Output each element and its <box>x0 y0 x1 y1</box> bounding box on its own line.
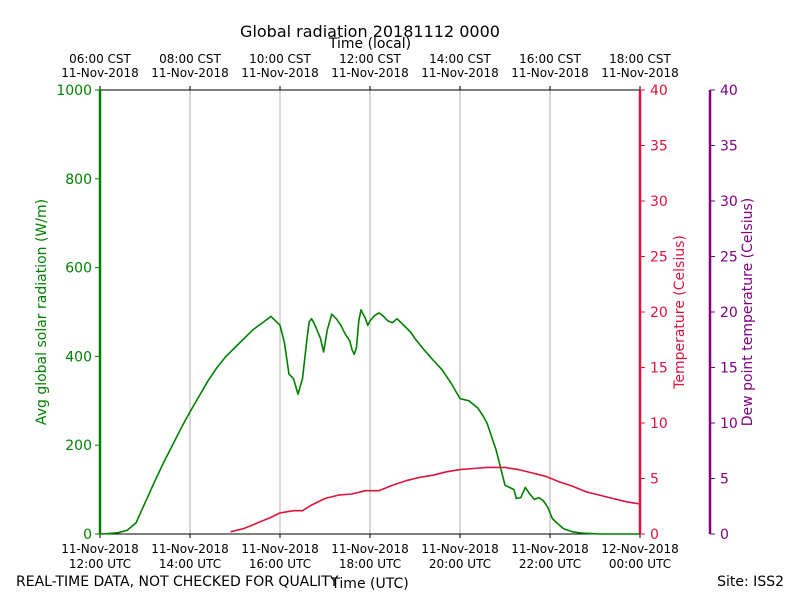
bottom-tick-label: 14:00 UTC <box>159 557 221 571</box>
top-tick-label: 14:00 CST <box>429 52 491 66</box>
bottom-tick-date: 11-Nov-2018 <box>421 542 499 556</box>
dew-point-tick-label: 10 <box>720 416 738 432</box>
top-tick-date: 11-Nov-2018 <box>61 66 139 80</box>
bottom-tick-date: 11-Nov-2018 <box>61 542 139 556</box>
left-tick-label: 200 <box>65 438 92 454</box>
dew-point-tick-label: 0 <box>720 527 729 543</box>
left-tick-label: 400 <box>65 349 92 365</box>
top-tick-label: 10:00 CST <box>249 52 311 66</box>
bottom-tick-date: 12-Nov-2018 <box>601 542 679 556</box>
bottom-tick-date: 11-Nov-2018 <box>511 542 589 556</box>
temperature-tick-label: 10 <box>650 416 668 432</box>
top-tick-date: 11-Nov-2018 <box>421 66 499 80</box>
temperature-tick-label: 5 <box>650 472 659 488</box>
left-tick-label: 1000 <box>56 83 92 99</box>
bottom-tick-date: 11-Nov-2018 <box>331 542 409 556</box>
dew-point-tick-label: 40 <box>720 83 738 99</box>
temperature-tick-label: 15 <box>650 361 668 377</box>
grid-lines <box>189 90 551 534</box>
dew-point-tick-label: 15 <box>720 361 738 377</box>
chart-title: Global radiation 20181112 0000 <box>240 22 500 41</box>
top-tick-label: 16:00 CST <box>519 52 581 66</box>
temperature-tick-label: 40 <box>650 83 668 99</box>
top-tick-label: 12:00 CST <box>339 52 401 66</box>
dew-point-tick-label: 5 <box>720 472 729 488</box>
bottom-tick-label: 22:00 UTC <box>519 557 581 571</box>
series-layer <box>99 308 641 535</box>
site-label: Site: ISS2 <box>717 574 784 590</box>
top-tick-date: 11-Nov-2018 <box>151 66 229 80</box>
x-axis-label: Time (UTC) <box>330 576 408 592</box>
top-tick-label: 18:00 CST <box>609 52 671 66</box>
temperature-tick-label: 35 <box>650 139 668 155</box>
bottom-tick-label: 00:00 UTC <box>609 557 671 571</box>
radiation-series-line <box>99 308 640 535</box>
top-tick-date: 11-Nov-2018 <box>601 66 679 80</box>
top-tick-date: 11-Nov-2018 <box>511 66 589 80</box>
left-axis-label: Avg global solar radiation (W/m) <box>34 199 50 425</box>
temperature-axis-label: Temperature (Celsius) <box>672 235 688 390</box>
top-tick-date: 11-Nov-2018 <box>331 66 409 80</box>
temperature-tick-label: 0 <box>650 527 659 543</box>
left-tick-label: 800 <box>65 172 92 188</box>
dew-point-axis-label: Dew point temperature (Celsius) <box>740 198 756 426</box>
left-tick-label: 0 <box>83 527 92 543</box>
bottom-tick-label: 20:00 UTC <box>429 557 491 571</box>
dew-point-tick-label: 30 <box>720 194 738 210</box>
temperature-tick-label: 25 <box>650 250 668 266</box>
top-tick-label: 08:00 CST <box>159 52 221 66</box>
dew-point-tick-label: 35 <box>720 139 738 155</box>
dew-point-tick-label: 25 <box>720 250 738 266</box>
temperature-tick-label: 20 <box>650 305 668 321</box>
left-tick-label: 600 <box>65 261 92 277</box>
bottom-tick-date: 11-Nov-2018 <box>241 542 319 556</box>
dew-point-tick-label: 20 <box>720 305 738 321</box>
quality-note: REAL-TIME DATA, NOT CHECKED FOR QUALITY <box>16 574 339 590</box>
bottom-tick-label: 18:00 UTC <box>339 557 401 571</box>
temperature-series-line <box>230 466 641 533</box>
top-axis-label: Time (local) <box>328 36 411 52</box>
bottom-tick-date: 11-Nov-2018 <box>151 542 229 556</box>
top-tick-date: 11-Nov-2018 <box>241 66 319 80</box>
top-tick-label: 06:00 CST <box>69 52 131 66</box>
temperature-tick-label: 30 <box>650 194 668 210</box>
bottom-tick-label: 16:00 UTC <box>249 557 311 571</box>
bottom-tick-label: 12:00 UTC <box>69 557 131 571</box>
